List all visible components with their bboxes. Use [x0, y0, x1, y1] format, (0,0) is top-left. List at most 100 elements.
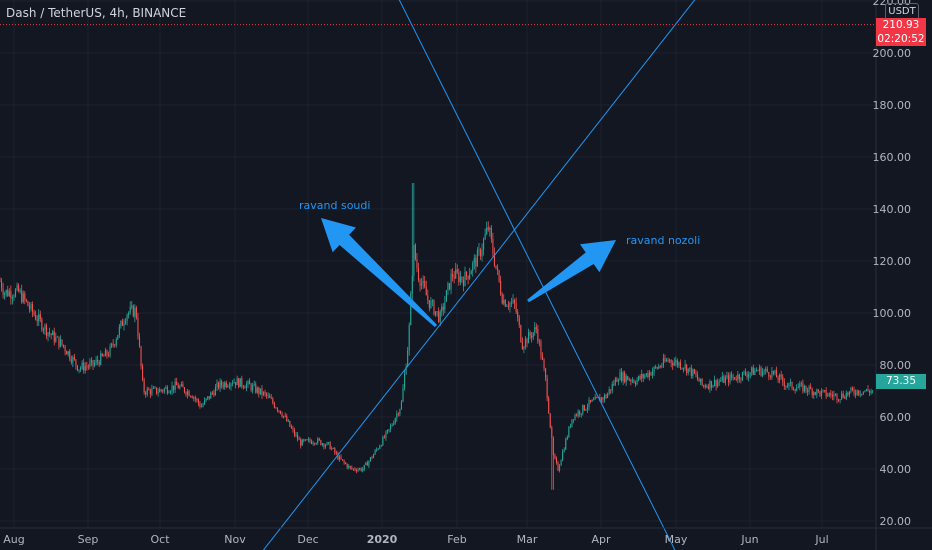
- candle-body: [786, 385, 788, 387]
- candle-body: [383, 436, 385, 438]
- candle-body: [253, 384, 255, 386]
- annotation-uptrend-label[interactable]: ravand soudi: [299, 199, 371, 212]
- candle-body: [470, 271, 472, 275]
- candle-body: [19, 290, 21, 292]
- candle-body: [414, 244, 416, 260]
- candle-body: [813, 392, 815, 396]
- candle-body: [280, 410, 282, 414]
- candle-body: [696, 374, 699, 379]
- candle-body: [0, 280, 1, 282]
- candle-body: [204, 399, 206, 405]
- candle-body: [638, 376, 640, 380]
- current-price-value: 210.93: [882, 18, 920, 31]
- candle-body: [867, 389, 869, 391]
- candle-body: [552, 437, 554, 455]
- candle-body: [583, 405, 585, 411]
- candle-body: [692, 369, 694, 376]
- candle-body: [190, 396, 192, 397]
- candle-body: [820, 390, 823, 396]
- candle-body: [103, 355, 105, 357]
- candle-body: [515, 303, 517, 313]
- candle-body: [475, 258, 477, 267]
- candle-body: [362, 469, 364, 471]
- candle-body: [563, 449, 565, 452]
- candle-body: [405, 366, 407, 375]
- candle-body: [689, 367, 691, 369]
- countdown-timer: 02:20:52: [877, 32, 925, 45]
- candle-body: [256, 387, 258, 393]
- candle-body: [839, 399, 841, 401]
- candle-body: [664, 358, 666, 362]
- candle-body: [42, 329, 44, 331]
- candle-body: [138, 336, 141, 347]
- candle-body: [163, 388, 165, 392]
- candle-body: [374, 450, 376, 455]
- candle-body: [323, 443, 325, 447]
- candle-body: [86, 366, 88, 368]
- candle-body: [199, 403, 201, 408]
- candle-body: [490, 227, 492, 239]
- candle-body: [269, 395, 271, 398]
- candle-body: [712, 385, 714, 388]
- candle-body: [452, 274, 454, 277]
- candle-body: [495, 265, 497, 269]
- candle-body: [211, 392, 213, 394]
- candle-body: [307, 439, 309, 441]
- candle-body: [870, 391, 872, 393]
- candle-body: [1, 281, 3, 289]
- symbol-title[interactable]: Dash / TetherUS, 4h, BINANCE: [6, 6, 187, 20]
- candle-body: [149, 389, 151, 395]
- candle-body: [104, 350, 106, 357]
- time-tick-label: Jun: [740, 533, 758, 546]
- candle-body: [566, 437, 568, 440]
- candle-body: [765, 368, 767, 371]
- candle-body: [444, 301, 446, 310]
- candle-body: [106, 350, 108, 356]
- candle-body: [90, 360, 92, 363]
- candle-body: [238, 378, 240, 388]
- candle-body: [755, 370, 757, 372]
- candle-body: [673, 362, 675, 366]
- candle-body: [695, 373, 697, 375]
- candle-body: [421, 283, 423, 286]
- candle-body: [267, 395, 269, 397]
- candle-body: [270, 397, 272, 399]
- candle-body: [10, 291, 12, 299]
- candle-body: [75, 359, 77, 366]
- time-tick-label: Oct: [150, 533, 170, 546]
- annotation-downtrend-label[interactable]: ravand nozoli: [626, 234, 701, 247]
- candle-body: [131, 305, 133, 307]
- candle-body: [160, 389, 162, 391]
- candle-body: [202, 404, 204, 407]
- time-tick-label: Nov: [224, 533, 246, 546]
- candle-body: [39, 314, 41, 320]
- candle-body: [622, 372, 624, 382]
- candle-body: [235, 382, 237, 386]
- candle-body: [611, 384, 613, 391]
- candle-body: [137, 317, 139, 337]
- candle-body: [865, 389, 867, 392]
- candle-body: [450, 274, 452, 290]
- candle-body: [261, 388, 263, 396]
- candle-body: [478, 249, 480, 251]
- candle-body: [145, 392, 147, 395]
- candle-body: [371, 457, 373, 459]
- candle-body: [244, 387, 246, 389]
- candle-body: [262, 391, 265, 396]
- candle-body: [749, 372, 751, 375]
- candle-body: [101, 353, 103, 356]
- candle-body: [154, 387, 156, 389]
- candle-body: [850, 388, 852, 392]
- candle-body: [126, 314, 128, 322]
- candle-body: [318, 438, 320, 441]
- candle-body: [89, 362, 91, 367]
- candle-body: [641, 374, 643, 379]
- candle-body: [549, 413, 551, 428]
- candle-body: [427, 295, 429, 301]
- candle-body: [481, 249, 483, 257]
- candle-body: [776, 370, 778, 378]
- candle-body: [436, 311, 438, 312]
- price-tick-label: 40.00: [880, 463, 912, 476]
